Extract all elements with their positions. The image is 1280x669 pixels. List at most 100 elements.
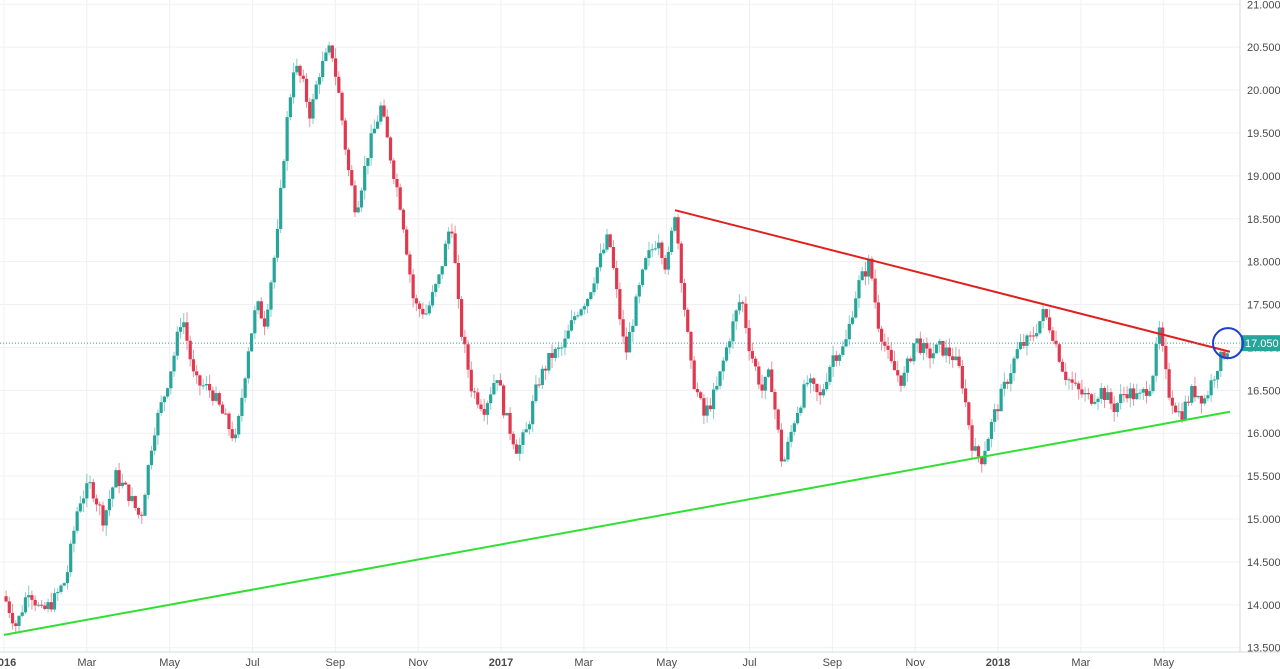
candle [392,157,396,185]
candle [369,124,373,166]
candle [259,297,263,319]
candle [724,344,729,363]
candle [1096,396,1100,410]
candles [4,41,1229,635]
candle [1170,390,1174,415]
candle [585,297,590,314]
candle [524,422,528,433]
candle [692,356,696,391]
candle [789,424,793,448]
candle [111,486,115,507]
candle [211,386,215,406]
candle [240,388,244,422]
candle [773,388,777,420]
candle [1073,372,1078,386]
candle [295,58,299,76]
y-tick-label: 21.000 [1247,0,1280,11]
candle [624,327,628,360]
candle [466,340,470,378]
candle [398,183,402,211]
x-tick-label: May [159,657,180,669]
candle [553,346,557,362]
candle [889,341,893,364]
candle [285,111,289,171]
candle [447,227,451,250]
candle [1209,374,1213,403]
candle [298,64,302,84]
candle [1106,385,1110,401]
candle [1009,364,1013,392]
candle [1047,308,1052,334]
candle [275,219,280,262]
candle [501,383,506,419]
candle [356,201,360,214]
candle [615,260,619,299]
candle [243,376,247,403]
x-tick-label: Sep [326,657,346,669]
candle [401,208,406,233]
candle [518,437,522,461]
candle [1099,382,1103,405]
candle [721,357,725,381]
candle [1002,372,1006,397]
candle [669,227,674,256]
candle [107,489,112,517]
candle [637,282,641,304]
grid-lines [0,0,1240,652]
candle [1183,395,1187,422]
candle [886,337,890,360]
candle [1186,395,1191,407]
candle [602,243,606,255]
candle [705,397,709,423]
candle [676,214,680,250]
candle [350,165,354,187]
candle [379,101,383,125]
candle [188,335,192,367]
candle [547,353,551,374]
candle [472,387,477,399]
candle [650,243,654,258]
candle [269,279,273,318]
candle [666,246,670,275]
candle [634,293,638,327]
candle [879,326,884,351]
candle [1109,388,1113,410]
candle [747,319,751,361]
candle [1164,338,1168,380]
candle [812,377,816,392]
candle [127,484,131,507]
candle [1203,394,1207,406]
candle [921,339,926,361]
candle [1025,333,1029,356]
candle [1222,351,1226,361]
candle [388,136,393,164]
candle [983,441,987,466]
candle [699,390,703,401]
candle [417,300,422,317]
candle [85,473,89,508]
candle [776,408,780,433]
candle [531,395,535,433]
candle [98,501,102,516]
candle [873,269,877,309]
candle [925,337,929,358]
candle [214,386,218,403]
candle [282,158,286,190]
candle [421,302,425,319]
candle [763,376,767,400]
candle [1141,387,1145,400]
candle [1080,379,1084,398]
resistance-trendline [674,209,1231,353]
candle [511,431,515,450]
candle [182,312,186,335]
candle [382,99,386,119]
candle [795,406,800,425]
time-axis: 2016 Mar May Jul Sep Nov 2017 Mar May Jul Sep Nov 20… [0,657,1175,669]
candle [608,233,612,249]
candle [831,345,835,377]
candle [1128,382,1132,408]
candle [230,421,234,442]
candle [136,507,141,519]
